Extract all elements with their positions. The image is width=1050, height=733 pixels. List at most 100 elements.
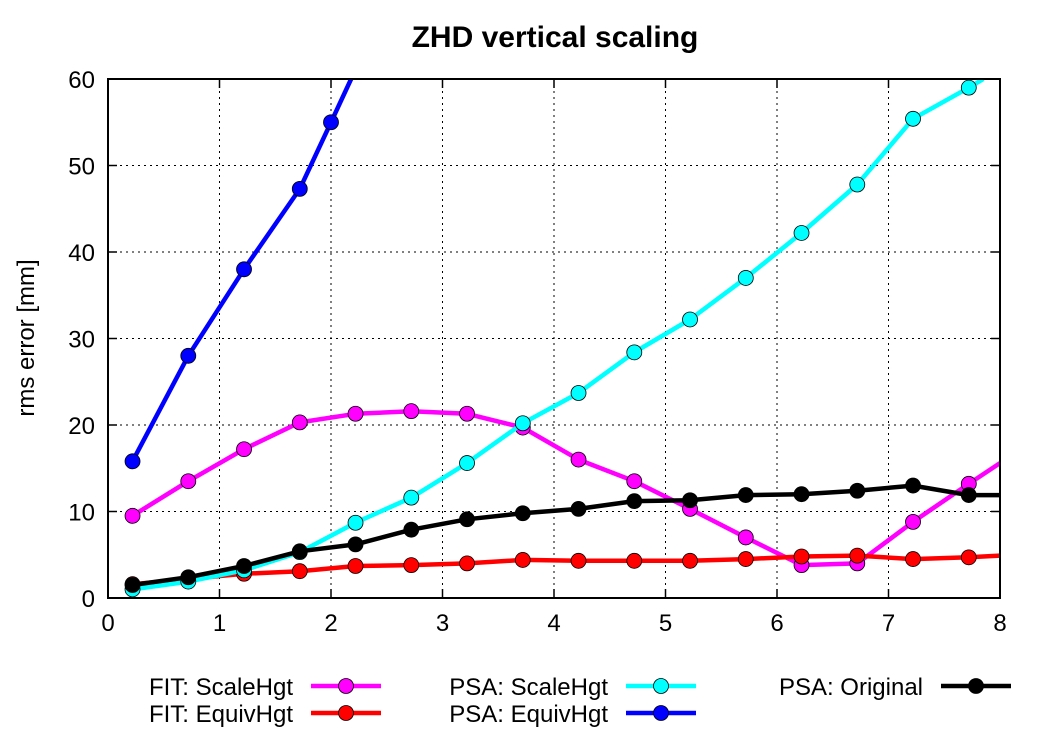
series-fit-equivhgt <box>124 547 1000 593</box>
data-point <box>737 551 754 567</box>
data-point <box>737 529 754 546</box>
data-point <box>291 180 308 197</box>
data-point <box>960 79 977 96</box>
legend-entry: FIT: EquivHgt <box>149 701 381 728</box>
data-point <box>347 536 364 553</box>
data-point <box>682 552 698 569</box>
series-line <box>132 79 985 592</box>
data-point <box>905 110 921 127</box>
data-point <box>124 453 141 470</box>
series-psa-equivhgt <box>124 79 354 470</box>
legend-label: PSA: ScaleHgt <box>449 674 608 701</box>
plot-area <box>124 79 1000 598</box>
series-line <box>132 483 1000 588</box>
y-tick-label: 30 <box>68 327 95 354</box>
data-point <box>459 455 475 471</box>
data-point <box>291 563 308 580</box>
axis-ticks: 0 1 2 3 4 5 6 7 8 0 10 20 30 40 50 60 <box>68 67 1006 637</box>
data-point <box>403 557 420 574</box>
data-point <box>793 486 810 503</box>
data-point <box>347 405 364 422</box>
data-point <box>180 569 197 586</box>
legend-label: FIT: ScaleHgt <box>149 674 293 701</box>
data-point <box>682 311 698 328</box>
x-tick-label: 3 <box>436 610 449 637</box>
y-axis-label: rms error [mm] <box>13 259 40 416</box>
legend-label: PSA: Original <box>779 674 923 701</box>
data-point <box>347 514 364 531</box>
x-tick-label: 5 <box>659 610 672 637</box>
data-point <box>459 555 475 572</box>
data-point <box>180 347 197 364</box>
y-tick-label: 40 <box>68 240 95 267</box>
data-point <box>514 415 531 432</box>
data-point <box>905 513 921 530</box>
data-point <box>849 176 866 193</box>
data-point <box>291 414 308 431</box>
legend-entry: PSA: EquivHgt <box>449 701 696 728</box>
series-psa-original <box>124 477 1000 593</box>
x-tick-label: 1 <box>213 610 226 637</box>
x-tick-label: 2 <box>324 610 337 637</box>
data-point <box>347 558 364 574</box>
data-point <box>626 493 643 510</box>
y-tick-label: 50 <box>68 154 95 181</box>
data-point <box>459 405 475 422</box>
data-point <box>737 270 754 286</box>
y-tick-label: 10 <box>68 500 95 527</box>
data-point <box>570 451 587 468</box>
legend-swatch-marker <box>653 705 669 721</box>
legend-label: PSA: EquivHgt <box>449 701 608 728</box>
data-point <box>236 261 252 278</box>
legend-entry: FIT: ScaleHgt <box>149 674 381 701</box>
data-point <box>849 547 866 564</box>
legend-swatch-marker <box>653 678 669 694</box>
data-point <box>459 511 475 528</box>
y-tick-label: 60 <box>68 67 95 94</box>
x-tick-label: 4 <box>547 610 560 637</box>
data-point <box>626 344 643 361</box>
data-point <box>124 507 141 524</box>
legend-swatch-marker <box>338 705 354 721</box>
data-point <box>570 552 587 569</box>
x-tick-label: 8 <box>993 610 1006 637</box>
data-point <box>180 473 197 490</box>
legend-entry: PSA: ScaleHgt <box>449 674 696 701</box>
data-point <box>849 482 866 499</box>
grid <box>108 79 1000 598</box>
data-point <box>737 487 754 503</box>
series-line <box>130 79 354 463</box>
legend-entry: PSA: Original <box>779 674 1011 701</box>
legend-swatch-marker <box>338 678 354 694</box>
y-tick-label: 20 <box>68 413 95 440</box>
data-point <box>905 477 921 494</box>
x-tick-label: 0 <box>101 610 114 637</box>
data-point <box>682 492 698 509</box>
data-point <box>570 501 587 517</box>
legend-swatch-marker <box>968 678 984 694</box>
chart-title: ZHD vertical scaling <box>412 21 699 54</box>
data-point <box>626 552 643 569</box>
data-point <box>793 225 810 241</box>
legend-label: FIT: EquivHgt <box>149 701 293 728</box>
data-point <box>626 473 643 490</box>
x-tick-label: 7 <box>882 610 895 637</box>
data-point <box>514 505 531 522</box>
data-point <box>124 577 141 593</box>
data-point <box>323 114 339 131</box>
data-point <box>570 385 587 401</box>
data-point <box>514 552 531 568</box>
data-point <box>905 551 921 567</box>
data-point <box>291 543 308 560</box>
data-point <box>403 521 420 538</box>
data-point <box>403 403 420 420</box>
data-point <box>236 441 252 458</box>
x-tick-label: 6 <box>770 610 783 637</box>
data-point <box>960 549 977 566</box>
y-tick-label: 0 <box>82 586 95 613</box>
data-point <box>403 489 420 506</box>
data-point <box>236 558 252 574</box>
data-point <box>960 487 977 503</box>
